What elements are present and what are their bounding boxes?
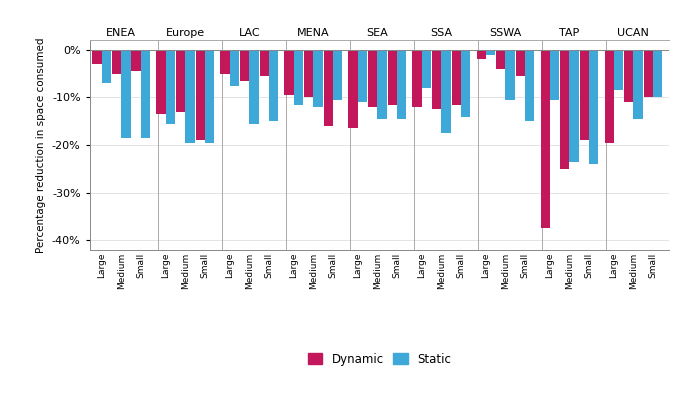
Text: SSWA: SSWA	[489, 28, 522, 38]
Bar	[284, 50, 294, 95]
Bar	[560, 50, 569, 169]
Bar	[461, 50, 470, 116]
Bar	[176, 50, 185, 112]
Text: TAP: TAP	[559, 28, 580, 38]
Text: Europe: Europe	[166, 28, 205, 38]
Bar	[505, 50, 515, 100]
Bar	[653, 50, 662, 98]
Bar	[477, 50, 486, 59]
Bar	[205, 50, 214, 143]
Text: LAC: LAC	[239, 28, 260, 38]
Bar	[515, 50, 525, 76]
Bar	[644, 50, 653, 98]
Legend: Dynamic, Static: Dynamic, Static	[308, 353, 451, 366]
Bar	[121, 50, 130, 138]
Bar	[525, 50, 534, 121]
Bar	[269, 50, 278, 121]
Bar	[486, 50, 495, 54]
Bar	[589, 50, 598, 164]
Bar	[141, 50, 150, 138]
Bar	[112, 50, 121, 74]
Bar	[259, 50, 269, 76]
Bar	[313, 50, 322, 107]
Bar	[92, 50, 101, 64]
Bar	[324, 50, 333, 126]
Text: MENA: MENA	[297, 28, 330, 38]
Bar	[633, 50, 642, 119]
Text: SEA: SEA	[366, 28, 388, 38]
Bar	[432, 50, 442, 109]
Bar	[580, 50, 589, 140]
Bar	[368, 50, 377, 107]
Bar	[614, 50, 623, 90]
Bar	[166, 50, 175, 124]
Bar	[550, 50, 559, 100]
Y-axis label: Percentage reduction in space consumed: Percentage reduction in space consumed	[37, 37, 46, 253]
Bar	[496, 50, 505, 69]
Bar	[624, 50, 633, 102]
Bar	[413, 50, 422, 107]
Bar	[422, 50, 431, 88]
Bar	[132, 50, 141, 71]
Bar	[377, 50, 386, 119]
Bar	[604, 50, 614, 143]
Bar	[240, 50, 249, 81]
Bar	[397, 50, 406, 119]
Text: UCAN: UCAN	[618, 28, 649, 38]
Bar	[294, 50, 303, 105]
Bar	[388, 50, 397, 105]
Bar	[442, 50, 451, 133]
Bar	[304, 50, 313, 98]
Bar	[333, 50, 342, 100]
Bar	[157, 50, 166, 114]
Bar	[451, 50, 461, 105]
Bar	[249, 50, 259, 124]
Bar	[540, 50, 550, 229]
Bar	[357, 50, 367, 102]
Bar	[220, 50, 230, 74]
Bar	[230, 50, 239, 85]
Bar	[101, 50, 111, 83]
Bar	[185, 50, 195, 143]
Text: ENEA: ENEA	[106, 28, 136, 38]
Bar	[348, 50, 357, 129]
Text: SSA: SSA	[431, 28, 453, 38]
Bar	[195, 50, 205, 140]
Bar	[569, 50, 579, 162]
